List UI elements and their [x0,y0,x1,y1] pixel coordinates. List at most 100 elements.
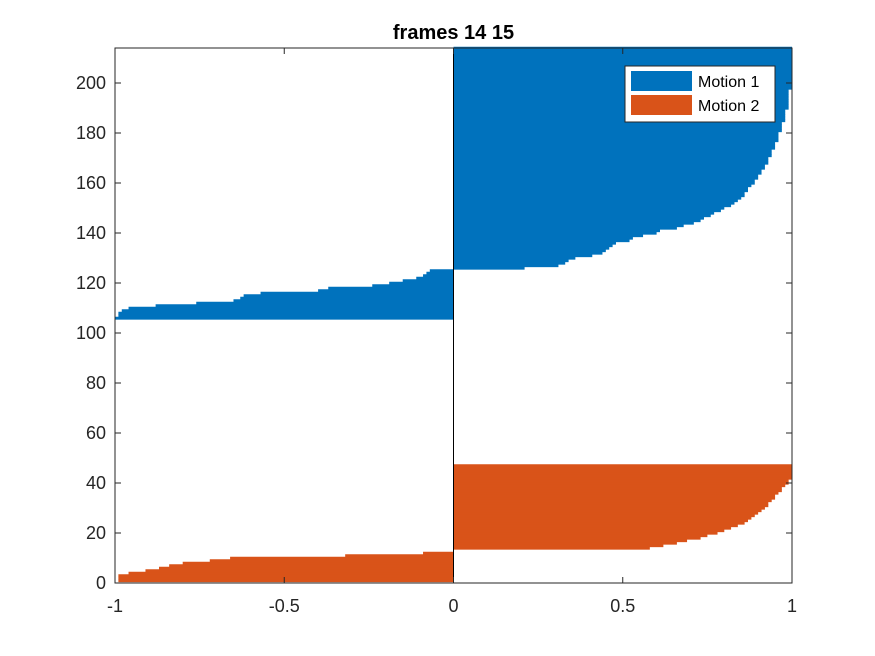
bar-1-119 [372,284,454,288]
bar-1-180 [453,131,779,135]
bar-1-206 [453,66,792,70]
bar-2-46 [453,466,792,470]
bar-1-202 [453,76,792,80]
bar-1-178 [453,136,779,140]
bar-1-183 [453,124,782,128]
bar-2-1 [118,579,454,583]
bar-1-203 [453,74,792,78]
bar-1-186 [453,116,786,120]
bar-1-190 [453,106,789,110]
bar-2-19 [453,534,708,538]
bar-2-9 [209,559,454,563]
bar-1-129 [453,259,569,263]
bar-1-133 [453,249,606,253]
bar-2-29 [453,509,762,513]
bar-1-175 [453,144,776,148]
bar-1-120 [389,281,454,285]
bar-1-144 [453,221,694,225]
legend-label: Motion 1 [698,74,759,91]
bar-1-107 [118,314,454,318]
bar-2-44 [453,471,792,475]
bar-1-125 [429,269,454,273]
bar-1-210 [453,56,792,60]
bar-1-165 [453,169,762,173]
bar-1-179 [453,134,779,138]
bar-2-36 [453,491,779,495]
bar-1-153 [453,199,738,203]
bar-2-38 [453,486,782,490]
bar-1-181 [453,129,782,133]
bar-1-185 [453,119,786,123]
bar-2-33 [453,499,772,503]
x-tick-label: 0 [448,596,458,616]
bar-2-25 [453,519,748,523]
bar-1-151 [453,204,732,208]
bars-layer [115,46,792,583]
x-axis: -1 -0.5 0 0.5 1 [107,48,797,616]
bar-1-147 [453,214,711,218]
bar-1-130 [453,256,576,260]
bar-1-123 [423,274,454,278]
bar-1-111 [155,304,454,308]
bar-1-132 [453,251,603,255]
bar-1-150 [453,206,725,210]
bar-2-22 [453,526,732,530]
bar-2-34 [453,496,776,500]
bar-1-140 [453,231,657,235]
bar-1-149 [453,209,721,213]
bar-1-170 [453,156,769,160]
bar-2-18 [453,536,701,540]
bar-1-126 [453,266,525,270]
bar-2-42 [453,476,792,480]
bar-1-162 [453,176,759,180]
bar-1-193 [453,99,789,103]
bar-2-11 [345,554,454,558]
bar-1-114 [240,296,454,300]
bar-1-155 [453,194,745,198]
bar-1-122 [416,276,454,280]
bar-2-26 [453,516,752,520]
bar-1-209 [453,59,792,63]
bar-1-196 [453,91,789,95]
bar-1-109 [121,309,454,313]
bar-1-208 [453,61,792,65]
bar-1-134 [453,246,610,250]
bar-1-192 [453,101,789,105]
bar-2-17 [453,539,688,543]
bar-1-127 [453,264,559,268]
bar-1-124 [426,271,454,275]
bar-1-164 [453,171,762,175]
y-tick-label: 100 [76,323,106,343]
bar-1-173 [453,149,772,153]
bar-1-141 [453,229,660,233]
y-tick-label: 60 [86,423,106,443]
bar-1-168 [453,161,769,165]
bar-1-189 [453,109,786,113]
bar-2-14 [453,546,650,550]
y-axis: 0 20 40 60 80 100 120 140 160 180 200 [76,73,792,593]
bar-1-200 [453,81,792,85]
bar-1-138 [453,236,633,240]
bar-1-160 [453,181,755,185]
bar-2-6 [159,566,454,570]
bar-1-136 [453,241,616,245]
bar-2-31 [453,504,769,508]
bar-2-45 [453,469,792,473]
bar-1-187 [453,114,786,118]
bar-2-21 [453,529,725,533]
bar-1-171 [453,154,772,158]
y-tick-label: 120 [76,273,106,293]
bar-1-110 [128,306,454,310]
bar-2-8 [182,561,454,565]
bar-1-128 [453,261,566,265]
legend-swatch [631,71,692,91]
bar-1-204 [453,71,792,75]
y-tick-label: 200 [76,73,106,93]
bar-2-24 [453,521,745,525]
bar-2-4 [128,571,454,575]
legend: Motion 1 Motion 2 [624,65,776,123]
bar-1-169 [453,159,769,163]
bar-1-177 [453,139,779,143]
bar-2-41 [453,479,789,483]
bar-1-152 [453,201,735,205]
